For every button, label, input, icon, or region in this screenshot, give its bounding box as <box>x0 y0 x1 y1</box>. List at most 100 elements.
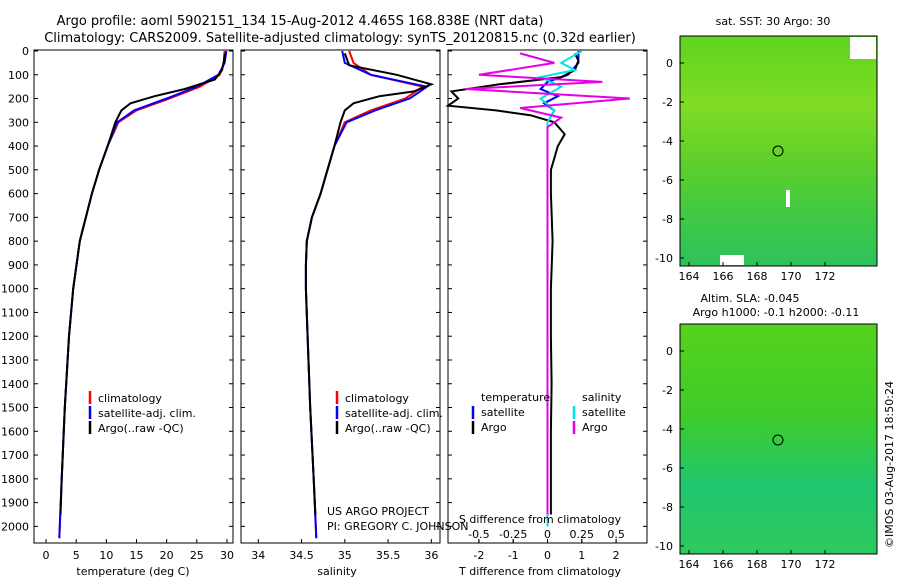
lat-tick-label: -8 <box>662 213 673 226</box>
t-difference-xlabel: T difference from climatology <box>458 565 621 578</box>
title-line-2: Climatology: CARS2009. Satellite-adjuste… <box>44 31 636 46</box>
lon-tick-label: 168 <box>747 558 768 571</box>
depth-tick-label: 1400 <box>1 378 29 391</box>
lat-tick-label: -8 <box>662 501 673 514</box>
t-difference-tick-label: 2 <box>613 549 620 562</box>
depth-axis: 0 100 200 300 400 500 600 700 800 900 1000 1100 1200… <box>1 45 647 533</box>
lat-tick-label: -10 <box>655 540 673 553</box>
x-axis-ticks: 0 5 10 15 20 25 30 34 34.5 35 35.5 36 -2 -1 0 1 2 -0.5 -0.… <box>43 528 625 562</box>
s-difference-tick-label: -0.5 <box>468 528 489 541</box>
depth-tick-label: 500 <box>8 164 29 177</box>
legend-s-argo: Argo <box>582 421 608 434</box>
lon-tick-label: 168 <box>747 270 768 283</box>
legend-t-satellite: satellite <box>481 406 525 419</box>
legend-head-temperature: temperature <box>481 391 550 404</box>
depth-tick-label: 700 <box>8 211 29 224</box>
lat-tick-label: 0 <box>666 345 673 358</box>
temperature-tick-label: 15 <box>130 549 144 562</box>
temperature-tick-label: 0 <box>43 549 50 562</box>
legend-satellite-adj: satellite-adj. clim. <box>345 407 443 420</box>
legend-climatology: climatology <box>345 392 409 405</box>
depth-tick-label: 1000 <box>1 283 29 296</box>
depth-tick-label: 400 <box>8 140 29 153</box>
lon-tick-label: 170 <box>781 270 802 283</box>
series-line-temperature-satellite <box>538 51 580 527</box>
depth-tick-label: 1300 <box>1 354 29 367</box>
depth-tick-label: 600 <box>8 188 29 201</box>
argo-location-marker <box>772 145 784 157</box>
depth-tick-label: 2000 <box>1 520 29 533</box>
lat-tick-label: -6 <box>662 462 673 475</box>
credit-project: US ARGO PROJECT <box>327 505 429 518</box>
salinity-tick-label: 35 <box>338 549 352 562</box>
map-axes: 164 166 168 170 172 0 -2 -4 -6 -8 -10 164 166 168 170 1… <box>655 57 835 571</box>
imos-stamp: ©IMOS 03-Aug-2017 18:50:24 <box>883 381 896 548</box>
depth-tick-label: 1100 <box>1 306 29 319</box>
legend-s-satellite: satellite <box>582 406 626 419</box>
sst-land-mask <box>850 37 876 59</box>
salinity-tick-label: 35.5 <box>376 549 401 562</box>
lon-tick-label: 172 <box>815 270 836 283</box>
series-line-argo-raw-qc- <box>59 53 226 515</box>
salinity-tick-label: 34 <box>251 549 265 562</box>
series-line-climatology <box>58 50 226 539</box>
t-difference-tick-label: -2 <box>473 549 484 562</box>
salinity-panel <box>240 49 441 544</box>
temperature-tick-label: 5 <box>73 549 80 562</box>
depth-tick-label: 1800 <box>1 473 29 486</box>
temperature-tick-label: 20 <box>160 549 174 562</box>
series-line-satellite-adj-clim- <box>58 50 228 539</box>
t-difference-tick-label: -1 <box>508 549 519 562</box>
sst-land-mask <box>720 255 744 265</box>
depth-tick-label: 0 <box>22 45 29 58</box>
s-difference-xlabel: S difference from climatology <box>459 513 622 526</box>
lat-tick-label: -6 <box>662 174 673 187</box>
series-line-satellite-adj-clim- <box>304 50 430 539</box>
lon-tick-label: 164 <box>679 558 700 571</box>
lat-tick-label: 0 <box>666 57 673 70</box>
depth-tick-label: 1200 <box>1 330 29 343</box>
sla-map-title-2: Argo h1000: -0.1 h2000: -0.11 <box>693 306 860 319</box>
s-difference-tick-label: 0 <box>544 528 551 541</box>
series-line-climatology <box>304 50 426 539</box>
temperature-tick-label: 30 <box>220 549 234 562</box>
legend-head-salinity: salinity <box>582 391 622 404</box>
salinity-xlabel: salinity <box>317 565 357 578</box>
lon-tick-label: 164 <box>679 270 700 283</box>
sst-gap <box>786 190 790 207</box>
legend-t-argo: Argo <box>481 421 507 434</box>
lon-tick-label: 170 <box>781 558 802 571</box>
s-difference-tick-label: -0.25 <box>499 528 527 541</box>
sst-map-title: sat. SST: 30 Argo: 30 <box>716 15 831 28</box>
sla-map-title-1: Altim. SLA: -0.045 <box>700 292 799 305</box>
salinity-tick-label: 34.5 <box>289 549 314 562</box>
series-line-argo-raw-qc- <box>304 53 435 515</box>
series-line-salinity-argo <box>465 52 630 515</box>
depth-tick-label: 1900 <box>1 497 29 510</box>
lat-tick-label: -10 <box>655 252 673 265</box>
legend-climatology: climatology <box>98 392 162 405</box>
legend-argo: Argo(..raw -QC) <box>98 422 184 435</box>
lon-tick-label: 166 <box>713 558 734 571</box>
title-line-1: Argo profile: aoml 5902151_134 15-Aug-20… <box>57 14 544 29</box>
sla-map <box>679 323 878 555</box>
salinity-legend: climatology satellite-adj. clim. Argo(..… <box>335 391 443 435</box>
lon-tick-label: 166 <box>713 270 734 283</box>
temperature-tick-label: 25 <box>190 549 204 562</box>
depth-tick-label: 900 <box>8 259 29 272</box>
temperature-xlabel: temperature (deg C) <box>76 565 189 578</box>
series-line-temperature-argo <box>445 52 580 515</box>
depth-tick-label: 100 <box>8 69 29 82</box>
lat-tick-label: -2 <box>662 384 673 397</box>
depth-tick-label: 800 <box>8 235 29 248</box>
depth-tick-label: 300 <box>8 116 29 129</box>
lat-tick-label: -4 <box>662 423 673 436</box>
argo-location-marker <box>772 434 784 446</box>
profile-curves <box>58 50 630 539</box>
lat-tick-label: -4 <box>662 135 673 148</box>
legend-satellite-adj: satellite-adj. clim. <box>98 407 196 420</box>
t-difference-tick-label: 1 <box>578 549 585 562</box>
depth-tick-label: 200 <box>8 93 29 106</box>
s-difference-tick-label: 0.5 <box>607 528 625 541</box>
temperature-tick-label: 10 <box>99 549 113 562</box>
